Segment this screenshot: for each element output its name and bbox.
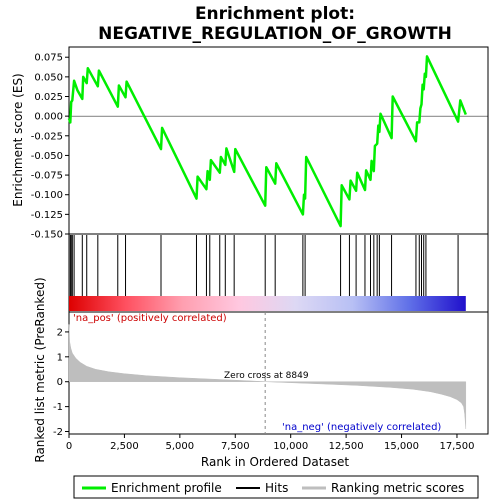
top-panel-frame xyxy=(68,46,489,235)
ranked-metric-panel: 2 1 0 -1 -2 'na_pos' (positively correlated)… xyxy=(53,311,489,438)
es-y-axis-ticks: 0.075 0.050 0.025 0.000 -0.025 -0.050 -0.075 -0… xyxy=(31,53,69,241)
x-axis-title: Rank in Ordered Dataset xyxy=(201,455,349,469)
metric-y-tick-label: 2 xyxy=(57,327,63,338)
legend-frame xyxy=(73,475,479,499)
negative-correlation-label: 'na_neg' (negatively correlated) xyxy=(282,422,441,433)
hits-panel xyxy=(68,233,489,313)
es-y-tick-label: -0.075 xyxy=(31,171,63,182)
es-y-tick-label: -0.050 xyxy=(31,151,63,162)
legend: Enrichment profile Hits Ranking metric s… xyxy=(73,475,479,499)
metric-y-tick-label: 0 xyxy=(57,377,63,388)
enrichment-score-panel: 0.075 0.050 0.025 0.000 -0.025 -0.050 -0.075 -0… xyxy=(31,46,489,241)
enrichment-profile-layer xyxy=(67,55,467,228)
ranking-heatmap-bar xyxy=(69,296,466,311)
es-y-tick-label: -0.150 xyxy=(31,230,63,241)
es-y-axis-title: Enrichment score (ES) xyxy=(11,73,25,206)
es-y-tick-label: 0.075 xyxy=(34,53,63,64)
bottom-panel-frame xyxy=(68,311,489,435)
hits-layer xyxy=(69,235,459,296)
zero-cross-label: Zero cross at 8849 xyxy=(224,371,309,381)
enrichment-profile-line xyxy=(67,55,467,228)
chart-title-line1: Enrichment plot: xyxy=(195,4,355,24)
positive-correlation-label: 'na_pos' (positively correlated) xyxy=(73,313,227,324)
x-tick-label: 12,500 xyxy=(329,441,364,452)
x-tick-label: 17,500 xyxy=(439,441,474,452)
es-y-tick-label: 0.000 xyxy=(34,112,63,123)
es-y-tick-label: 0.050 xyxy=(34,72,63,83)
x-tick-label: 5,000 xyxy=(166,441,195,452)
chart-title-line2: NEGATIVE_REGULATION_OF_GROWTH xyxy=(98,24,452,44)
x-tick-label: 15,000 xyxy=(384,441,419,452)
es-y-tick-label: -0.025 xyxy=(31,131,63,142)
es-y-tick-label: -0.100 xyxy=(31,190,63,201)
x-tick-label: 7,500 xyxy=(221,441,250,452)
ranking-metric-area xyxy=(68,324,467,430)
x-tick-label: 0 xyxy=(66,441,72,452)
metric-y-tick-label: -1 xyxy=(53,402,63,413)
es-y-tick-label: 0.025 xyxy=(34,92,63,103)
legend-enrichment-label: Enrichment profile xyxy=(111,481,222,495)
x-axis-ticks: 0 2,500 5,000 7,500 10,000 12,500 15,000 17,500 xyxy=(66,434,474,452)
metric-y-axis-ticks: 2 1 0 -1 -2 xyxy=(53,327,69,438)
es-y-tick-label: -0.125 xyxy=(31,210,63,221)
legend-hits-label: Hits xyxy=(265,481,288,495)
metric-y-axis-title: Ranked list metric (PreRanked) xyxy=(33,277,47,462)
x-tick-label: 2,500 xyxy=(110,441,139,452)
legend-metric-label: Ranking metric scores xyxy=(331,481,464,495)
ranking-metric-layer xyxy=(68,324,467,430)
metric-y-tick-label: -2 xyxy=(53,427,63,438)
x-tick-label: 10,000 xyxy=(273,441,308,452)
metric-y-tick-label: 1 xyxy=(57,352,63,363)
